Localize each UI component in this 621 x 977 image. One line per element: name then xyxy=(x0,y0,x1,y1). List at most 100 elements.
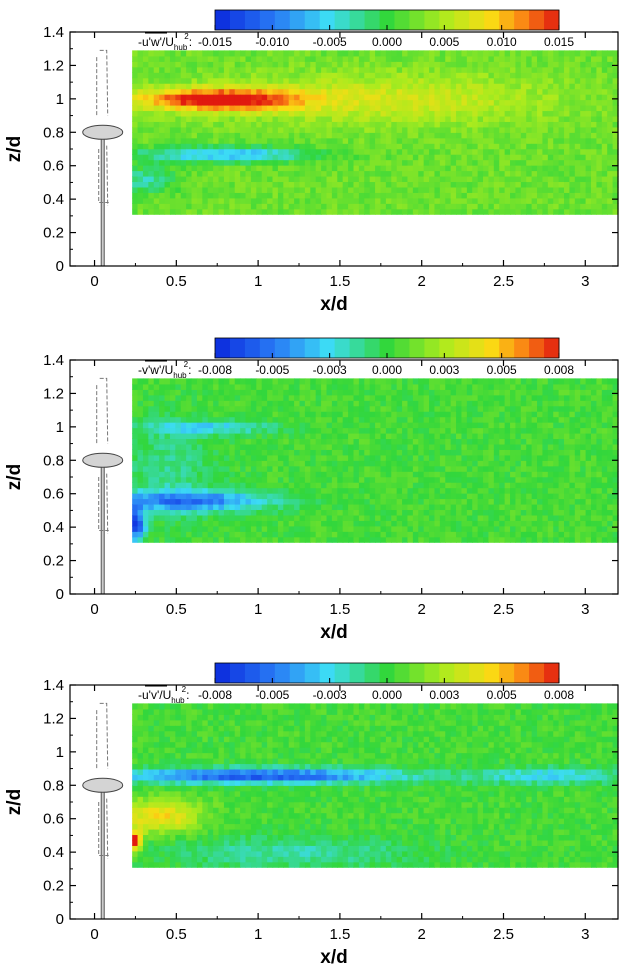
field-cell xyxy=(148,477,154,483)
field-cell xyxy=(229,72,235,78)
field-cell xyxy=(402,171,408,177)
field-cell xyxy=(175,389,181,395)
field-cell xyxy=(526,100,532,106)
field-cell xyxy=(488,138,494,144)
field-cell xyxy=(192,181,198,187)
field-cell xyxy=(596,198,602,204)
field-cell xyxy=(165,433,171,439)
field-cell xyxy=(343,384,349,390)
field-cell xyxy=(483,389,489,395)
field-cell xyxy=(510,389,516,395)
field-cell xyxy=(494,537,500,543)
field-cell xyxy=(526,203,532,209)
field-cell xyxy=(348,176,354,182)
field-cell xyxy=(337,165,343,171)
field-cell xyxy=(380,116,386,122)
field-cell xyxy=(181,531,187,537)
field-cell xyxy=(591,56,597,62)
field-cell xyxy=(251,89,257,95)
field-cell xyxy=(213,171,219,177)
field-cell xyxy=(213,482,219,488)
field-cell xyxy=(132,477,138,483)
field-cell xyxy=(359,143,365,149)
field-cell xyxy=(181,110,187,116)
field-cell xyxy=(375,67,381,73)
field-cell xyxy=(537,149,543,155)
field-cell xyxy=(273,72,279,78)
field-cell xyxy=(251,378,257,384)
field-cell xyxy=(402,499,408,505)
field-cell xyxy=(559,138,565,144)
field-cell xyxy=(294,395,300,401)
field-cell xyxy=(246,143,252,149)
field-cell xyxy=(240,499,246,505)
field-cell xyxy=(391,389,397,395)
field-cell xyxy=(559,105,565,111)
field-cell xyxy=(300,509,306,515)
field-cell xyxy=(532,192,538,198)
field-cell xyxy=(407,433,413,439)
field-cell xyxy=(424,50,430,56)
field-cell xyxy=(526,165,532,171)
field-cell xyxy=(305,171,311,177)
field-cell xyxy=(262,105,268,111)
field-cell xyxy=(456,466,462,472)
field-cell xyxy=(413,395,419,401)
field-cell xyxy=(456,537,462,543)
field-cell xyxy=(380,460,386,466)
field-cell xyxy=(434,520,440,526)
field-cell xyxy=(429,520,435,526)
field-cell xyxy=(132,83,138,89)
field-cell xyxy=(407,89,413,95)
field-cell xyxy=(267,395,273,401)
field-cell xyxy=(505,116,511,122)
field-cell xyxy=(375,493,381,499)
field-cell xyxy=(602,110,608,116)
field-cell xyxy=(434,449,440,455)
field-cell xyxy=(607,160,613,166)
field-cell xyxy=(488,165,494,171)
field-cell xyxy=(278,94,284,100)
field-cell xyxy=(391,520,397,526)
field-cell xyxy=(224,444,230,450)
field-cell xyxy=(294,78,300,84)
field-cell xyxy=(478,433,484,439)
field-cell xyxy=(327,531,333,537)
field-cell xyxy=(148,428,154,434)
field-cell xyxy=(424,209,430,215)
field-cell xyxy=(515,67,521,73)
field-cell xyxy=(143,482,149,488)
field-cell xyxy=(181,493,187,499)
field-cell xyxy=(192,509,198,515)
field-cell xyxy=(148,198,154,204)
field-cell xyxy=(219,138,225,144)
field-cell xyxy=(402,121,408,127)
field-cell xyxy=(202,61,208,67)
field-cell xyxy=(456,165,462,171)
field-cell xyxy=(591,61,597,67)
field-cell xyxy=(170,531,176,537)
field-cell xyxy=(397,438,403,444)
field-cell xyxy=(515,466,521,472)
field-cell xyxy=(440,121,446,127)
field-cell xyxy=(316,531,322,537)
field-cell xyxy=(283,444,289,450)
field-cell xyxy=(192,537,198,543)
field-cell xyxy=(278,400,284,406)
field-cell xyxy=(138,187,144,193)
field-cell xyxy=(235,94,241,100)
field-cell xyxy=(483,176,489,182)
field-cell xyxy=(337,471,343,477)
field-cell xyxy=(440,149,446,155)
field-cell xyxy=(197,94,203,100)
field-cell xyxy=(375,149,381,155)
field-cell xyxy=(553,105,559,111)
field-cell xyxy=(353,94,359,100)
field-cell xyxy=(170,149,176,155)
field-cell xyxy=(575,78,581,84)
field-cell xyxy=(316,110,322,116)
field-cell xyxy=(246,116,252,122)
field-cell xyxy=(300,83,306,89)
field-cell xyxy=(515,395,521,401)
field-cell xyxy=(370,61,376,67)
